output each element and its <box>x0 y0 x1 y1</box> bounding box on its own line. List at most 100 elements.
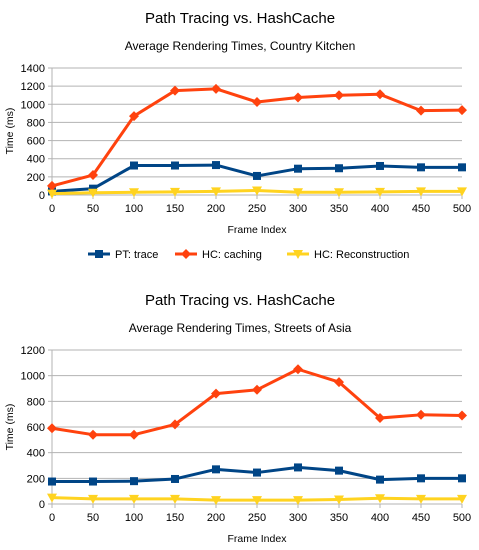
x-tick-label: 450 <box>412 203 430 215</box>
data-point-pt-trace <box>417 474 425 483</box>
series-hc-reconstruction <box>47 493 467 506</box>
y-tick-label: 1200 <box>21 81 45 93</box>
data-point-pt-trace <box>294 463 302 472</box>
y-tick-label: 0 <box>39 499 45 511</box>
data-point-hc-reconstruction <box>252 496 262 506</box>
y-tick-label: 400 <box>27 154 45 166</box>
y-axis-label: Time (ms) <box>4 404 16 451</box>
data-point-hc-caching <box>211 388 221 399</box>
data-point-pt-trace <box>417 163 425 172</box>
data-point-hc-reconstruction <box>293 496 303 506</box>
legend-item-pt-trace: PT: trace <box>88 249 158 261</box>
legend: PT: trace HC: caching HC: Reconstruction <box>88 249 409 261</box>
data-point-pt-trace <box>458 474 466 483</box>
x-tick-label: 0 <box>49 512 55 524</box>
x-tick-label: 500 <box>453 512 471 524</box>
x-tick-label: 100 <box>125 512 143 524</box>
x-tick-label: 350 <box>330 203 348 215</box>
data-point-hc-caching <box>375 413 385 424</box>
x-tick-label: 400 <box>371 512 389 524</box>
x-tick-label: 350 <box>330 512 348 524</box>
data-point-hc-caching <box>129 111 139 122</box>
x-tick-label: 300 <box>289 512 307 524</box>
data-point-hc-reconstruction <box>88 494 98 504</box>
data-point-pt-trace <box>171 474 179 483</box>
data-point-hc-caching <box>47 423 57 434</box>
data-point-pt-trace <box>376 475 384 484</box>
y-axis-label: Time (ms) <box>4 108 16 155</box>
plot-area: 0 200 400 600 800 1000 1200 0 50 100 150 200 250 300 3… <box>21 345 472 524</box>
data-point-hc-reconstruction <box>252 186 262 196</box>
x-tick-label: 100 <box>125 203 143 215</box>
data-point-hc-caching <box>170 419 180 430</box>
data-point-hc-reconstruction <box>170 494 180 504</box>
data-point-pt-trace <box>335 466 343 475</box>
data-point-hc-reconstruction <box>334 188 344 198</box>
y-tick-label: 1400 <box>21 63 45 75</box>
data-point-pt-trace <box>130 161 138 170</box>
data-point-pt-trace <box>458 163 466 172</box>
data-point-hc-reconstruction <box>416 494 426 504</box>
data-point-hc-reconstruction <box>170 187 180 197</box>
x-tick-label: 300 <box>289 203 307 215</box>
legend-label: PT: trace <box>115 249 158 261</box>
data-point-pt-trace <box>212 465 220 474</box>
legend-label: HC: Reconstruction <box>314 249 409 261</box>
legend-label: HC: caching <box>202 249 262 261</box>
legend-marker <box>293 250 303 259</box>
data-point-pt-trace <box>48 477 56 486</box>
data-point-pt-trace <box>171 161 179 170</box>
data-point-pt-trace <box>130 477 138 486</box>
y-tick-label: 200 <box>27 473 45 485</box>
x-tick-label: 0 <box>49 203 55 215</box>
data-point-hc-caching <box>252 97 262 108</box>
data-point-hc-caching <box>334 90 344 101</box>
data-point-hc-caching <box>416 105 426 116</box>
chart-title: Path Tracing vs. HashCache <box>145 10 335 27</box>
data-point-hc-caching <box>457 410 467 421</box>
data-point-hc-caching <box>416 409 426 420</box>
data-point-hc-caching <box>252 384 262 395</box>
y-tick-label: 1000 <box>21 371 45 383</box>
series-hc-caching <box>47 364 467 440</box>
data-point-hc-reconstruction <box>293 188 303 198</box>
data-point-hc-reconstruction <box>334 495 344 505</box>
data-point-pt-trace <box>89 477 97 486</box>
legend-item-hc-reconstruction: HC: Reconstruction <box>287 249 409 261</box>
y-tick-label: 0 <box>39 190 45 202</box>
y-tick-label: 1200 <box>21 345 45 357</box>
chart-country-kitchen: Path Tracing vs. HashCache Average Rende… <box>4 10 471 261</box>
data-point-hc-reconstruction <box>88 188 98 198</box>
x-axis-label: Frame Index <box>228 224 288 236</box>
x-tick-label: 150 <box>166 203 184 215</box>
chart-title: Path Tracing vs. HashCache <box>145 292 335 309</box>
x-tick-label: 400 <box>371 203 389 215</box>
y-tick-label: 600 <box>27 136 45 148</box>
data-point-hc-caching <box>129 429 139 440</box>
data-point-hc-reconstruction <box>416 187 426 197</box>
data-point-hc-caching <box>293 92 303 103</box>
data-point-hc-reconstruction <box>47 189 57 199</box>
data-point-hc-caching <box>47 180 57 191</box>
data-point-hc-reconstruction <box>457 187 467 197</box>
data-point-pt-trace <box>89 184 97 193</box>
data-point-pt-trace <box>294 164 302 173</box>
series-hc-reconstruction <box>47 186 467 199</box>
data-point-hc-reconstruction <box>129 494 139 504</box>
legend-marker <box>95 250 103 258</box>
data-point-hc-caching <box>88 429 98 440</box>
x-tick-label: 150 <box>166 512 184 524</box>
x-tick-label: 500 <box>453 203 471 215</box>
chart-subtitle: Average Rendering Times, Country Kitchen <box>125 39 356 53</box>
data-point-hc-reconstruction <box>375 187 385 197</box>
series-pt-trace <box>48 463 466 486</box>
x-tick-label: 200 <box>207 512 225 524</box>
data-point-pt-trace <box>335 164 343 173</box>
y-tick-label: 800 <box>27 117 45 129</box>
data-point-hc-reconstruction <box>129 188 139 198</box>
legend-marker <box>181 249 191 259</box>
data-point-pt-trace <box>253 468 261 477</box>
x-tick-label: 200 <box>207 203 225 215</box>
data-point-hc-reconstruction <box>211 496 221 506</box>
